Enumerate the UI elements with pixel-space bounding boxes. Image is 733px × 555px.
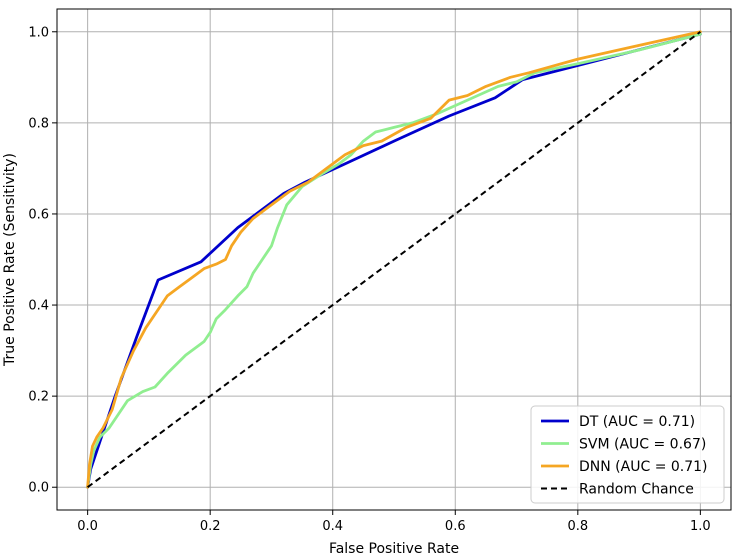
y-tick-label: 0.6	[28, 207, 49, 222]
x-tick-label: 1.0	[690, 519, 711, 534]
x-tick-label: 0.2	[200, 519, 221, 534]
plot-frame	[56, 8, 732, 511]
y-tick-label: 0.8	[28, 116, 49, 131]
y-axis-label: True Positive Rate (Sensitivity)	[2, 153, 18, 367]
y-tick-label: 0.2	[28, 390, 49, 405]
series-lines	[86, 30, 702, 489]
legend-label-dt: DT (AUC = 0.71)	[579, 414, 695, 430]
legend-label-svm: SVM (AUC = 0.67)	[579, 437, 706, 453]
x-tick-label: 0.4	[322, 519, 343, 534]
x-tick-label: 0.0	[77, 519, 98, 534]
legend: DT (AUC = 0.71) SVM (AUC = 0.67) DNN (AUC …	[530, 405, 725, 504]
legend-label-random-chance: Random Chance	[579, 482, 694, 498]
x-tick-label: 0.6	[445, 519, 466, 534]
x-axis-label: False Positive Rate	[329, 541, 459, 555]
legend-box	[530, 405, 725, 504]
legend-label-dnn: DNN (AUC = 0.71)	[579, 459, 708, 475]
y-tick-label: 1.0	[28, 25, 49, 40]
ticks: 0.0 0.2 0.4 0.6 0.8 1.0 0.0 0.2 0.4 0.6 0.8 1.0	[28, 25, 710, 534]
series-line-svm	[86, 32, 702, 489]
x-tick-label: 0.8	[567, 519, 588, 534]
series-line-dnn	[86, 30, 702, 489]
y-tick-label: 0.0	[28, 481, 49, 496]
series-line-random-chance	[87, 30, 701, 489]
grid	[57, 9, 731, 510]
y-tick-label: 0.4	[28, 299, 49, 314]
